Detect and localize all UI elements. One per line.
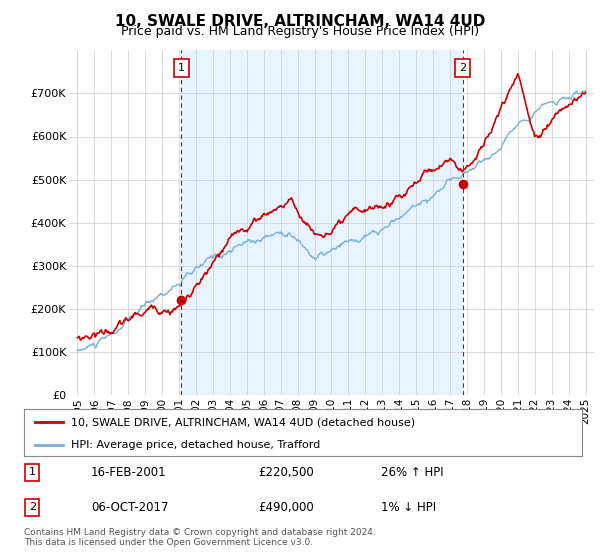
Text: 10, SWALE DRIVE, ALTRINCHAM, WA14 4UD: 10, SWALE DRIVE, ALTRINCHAM, WA14 4UD [115,14,485,29]
Text: 10, SWALE DRIVE, ALTRINCHAM, WA14 4UD (detached house): 10, SWALE DRIVE, ALTRINCHAM, WA14 4UD (d… [71,417,416,427]
Text: Contains HM Land Registry data © Crown copyright and database right 2024.
This d: Contains HM Land Registry data © Crown c… [24,528,376,547]
Text: £490,000: £490,000 [259,501,314,514]
Text: £220,500: £220,500 [259,465,314,479]
Text: 2: 2 [460,63,466,73]
Text: Price paid vs. HM Land Registry's House Price Index (HPI): Price paid vs. HM Land Registry's House … [121,25,479,38]
Bar [181,50,463,395]
Text: HPI: Average price, detached house, Trafford: HPI: Average price, detached house, Traf… [71,440,320,450]
Text: 1: 1 [29,467,36,477]
Text: 16-FEB-2001: 16-FEB-2001 [91,465,167,479]
Text: 2: 2 [29,502,36,512]
Text: 06-OCT-2017: 06-OCT-2017 [91,501,169,514]
Text: 1: 1 [178,63,185,73]
Text: 26% ↑ HPI: 26% ↑ HPI [381,465,444,479]
Text: 1% ↓ HPI: 1% ↓ HPI [381,501,436,514]
